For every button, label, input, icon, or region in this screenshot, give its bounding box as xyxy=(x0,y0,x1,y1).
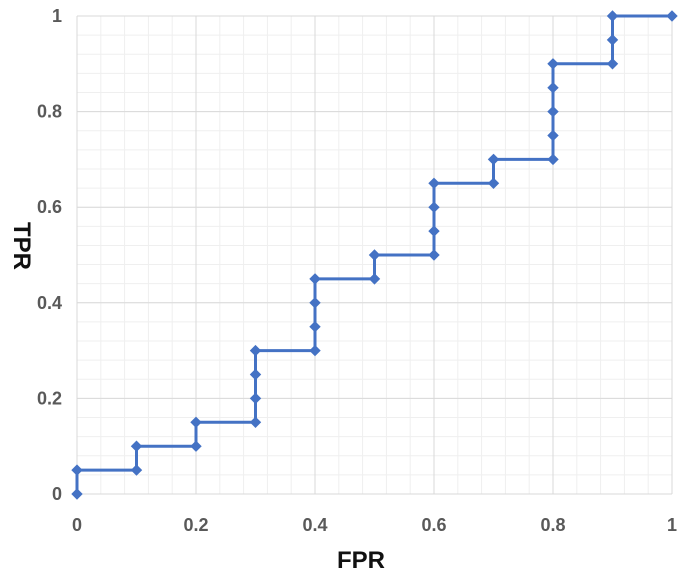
roc-data-point xyxy=(487,177,500,190)
y-axis-title: TPR xyxy=(8,222,35,270)
roc-data-point xyxy=(249,344,262,357)
y-tick-label: 0 xyxy=(52,484,62,504)
roc-data-point xyxy=(428,177,440,190)
roc-data-point xyxy=(309,320,321,333)
roc-data-point xyxy=(547,58,559,70)
roc-data-point xyxy=(368,249,381,261)
roc-data-point xyxy=(547,129,559,142)
x-axis-title: FPR xyxy=(337,547,385,574)
roc-data-point xyxy=(309,297,321,309)
roc-data-point xyxy=(547,105,559,118)
x-tick-label: 0 xyxy=(72,515,82,535)
x-tick-label: 0.6 xyxy=(421,515,446,535)
roc-data-point xyxy=(249,392,262,405)
roc-data-point xyxy=(249,416,262,429)
y-tick-label: 0.8 xyxy=(37,102,62,122)
roc-data-point xyxy=(547,153,559,166)
roc-data-point xyxy=(130,440,143,452)
roc-data-point xyxy=(428,249,440,261)
series-layer xyxy=(71,10,678,500)
roc-data-point xyxy=(190,440,202,452)
y-tick-label: 1 xyxy=(52,6,62,26)
roc-data-point xyxy=(487,153,500,166)
roc-data-point xyxy=(309,344,321,357)
roc-data-point xyxy=(428,201,440,213)
y-tick-label: 0.4 xyxy=(37,293,62,313)
x-tick-label: 0.2 xyxy=(183,515,208,535)
roc-data-point xyxy=(606,34,619,46)
roc-data-point xyxy=(666,10,678,22)
roc-data-point xyxy=(606,10,619,22)
roc-data-point xyxy=(368,273,381,285)
roc-data-point xyxy=(71,464,83,476)
y-tick-label: 0.6 xyxy=(37,197,62,217)
roc-data-point xyxy=(249,368,262,381)
roc-data-point xyxy=(71,488,83,500)
roc-data-point xyxy=(428,225,440,237)
x-axis-tick-labels: 0 0.2 0.4 0.6 0.8 1 xyxy=(72,515,677,535)
roc-data-point xyxy=(606,58,619,70)
x-tick-label: 0.8 xyxy=(540,515,565,535)
roc-data-point xyxy=(309,273,321,285)
roc-data-point xyxy=(547,81,559,94)
x-tick-label: 0.4 xyxy=(302,515,327,535)
y-tick-label: 0.2 xyxy=(37,388,62,408)
x-tick-label: 1 xyxy=(667,515,677,535)
roc-data-point xyxy=(130,464,143,476)
roc-data-point xyxy=(190,416,202,429)
y-axis-tick-labels: 0 0.2 0.4 0.6 0.8 1 xyxy=(37,6,62,504)
